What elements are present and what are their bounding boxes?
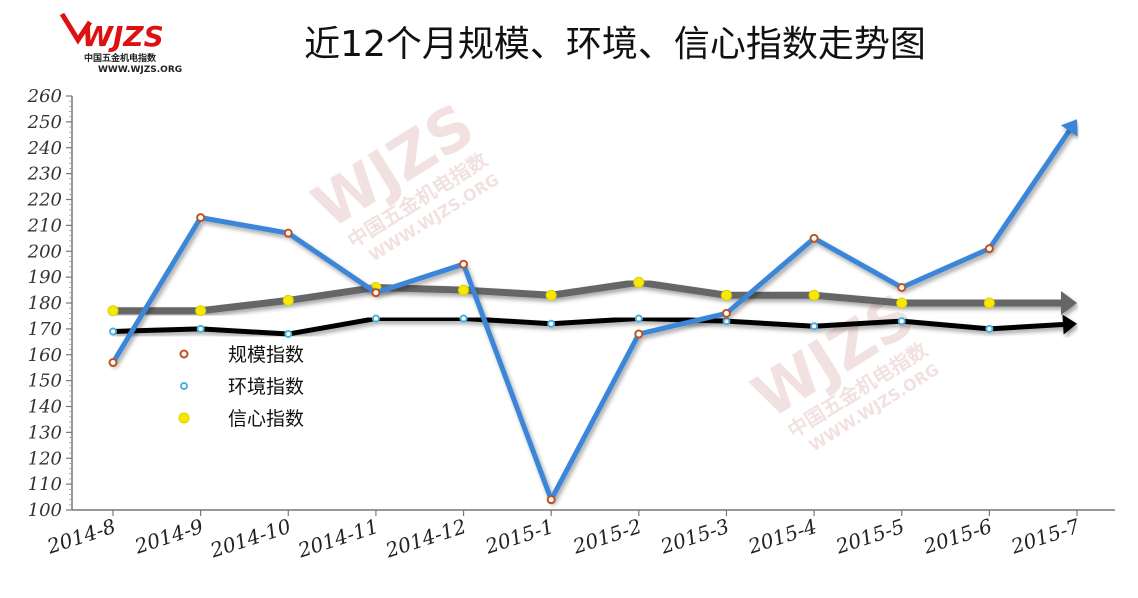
point-environment	[985, 324, 994, 333]
watermark-1: WJZS 中国五金机电指数 WWW.WJZS.ORG	[301, 90, 503, 265]
y-ticks: 100 110 120 130 140 150 160 170 180 190 200 210 220 2…	[27, 86, 72, 521]
y-tick-label: 230	[27, 164, 62, 185]
point-environment	[371, 314, 380, 323]
point-confidence	[458, 284, 470, 296]
point-confidence	[282, 294, 294, 306]
y-tick-label: 180	[28, 293, 62, 314]
x-tick-label: 2015-1	[481, 514, 556, 559]
y-tick-label: 150	[28, 371, 62, 392]
x-tick-label: 2015-4	[744, 514, 819, 559]
point-scale	[897, 282, 907, 292]
point-scale	[721, 308, 731, 318]
legend-label-confidence: 信心指数	[228, 408, 304, 430]
point-environment	[109, 327, 117, 336]
y-tick-label: 250	[27, 112, 62, 133]
point-confidence	[545, 289, 557, 301]
y-tick-label: 260	[27, 86, 62, 107]
y-tick-label: 200	[27, 241, 62, 262]
logo-url: WWW.WJZS.ORG	[98, 65, 182, 75]
point-scale	[196, 213, 206, 223]
x-tick-label: 2015-3	[657, 514, 732, 559]
point-scale	[371, 288, 381, 298]
series-scale	[108, 119, 1078, 505]
legend-item-environment: 环境指数	[158, 376, 304, 398]
point-environment	[196, 324, 205, 333]
series-arrow-scale	[1060, 119, 1078, 137]
y-tick-label: 240	[27, 138, 62, 159]
x-tick-label: 2014-12	[382, 514, 469, 563]
point-scale	[459, 259, 469, 269]
point-scale	[546, 495, 556, 505]
logo-arrow-icon	[59, 12, 93, 45]
x-tick-label: 2015-7	[1007, 514, 1083, 559]
point-confidence	[107, 305, 119, 317]
legend-item-confidence: 信心指数	[158, 408, 304, 430]
x-tick-label: 2014-9	[131, 514, 207, 559]
x-tick-label: 2015-6	[920, 514, 996, 559]
watermark-2: WJZS 中国五金机电指数 WWW.WJZS.ORG	[741, 280, 943, 455]
y-tick-label: 120	[28, 448, 62, 469]
point-environment	[897, 317, 906, 326]
series-layer	[107, 119, 1078, 505]
series-confidence	[107, 276, 1077, 317]
point-environment	[284, 330, 293, 339]
series-environment	[109, 314, 1077, 339]
series-line-confidence	[109, 278, 1067, 315]
x-tick-label: 2015-5	[832, 514, 907, 559]
logo: WJZS 中国五金机电指数 WWW.WJZS.ORG	[59, 12, 182, 75]
y-tick-label: 190	[28, 267, 62, 288]
point-confidence	[983, 297, 995, 309]
point-scale	[108, 358, 118, 368]
point-scale	[809, 233, 819, 243]
point-environment	[634, 314, 643, 323]
chart-title: 近12个月规模、环境、信心指数走势图	[304, 24, 926, 65]
point-scale	[283, 228, 293, 238]
series-arrow-confidence	[1061, 291, 1077, 315]
legend: 规模指数 环境指数 信心指数	[158, 344, 304, 430]
point-scale	[984, 244, 994, 254]
point-environment	[722, 317, 731, 326]
y-tick-label: 110	[28, 474, 62, 495]
point-confidence	[896, 297, 908, 309]
series-arrow-environment	[1062, 314, 1077, 335]
point-environment	[459, 314, 468, 323]
y-tick-label: 170	[28, 319, 62, 340]
point-scale	[634, 329, 644, 339]
y-tick-label: 160	[28, 345, 62, 366]
point-environment	[547, 319, 556, 328]
y-tick-label: 100	[28, 500, 62, 521]
x-ticks: 2014-8 2014-9 2014-10 2014-11 2014-12 2015-1 2…	[43, 510, 1083, 563]
point-confidence	[195, 305, 207, 317]
y-tick-label: 140	[28, 397, 62, 418]
legend-label-scale: 规模指数	[228, 344, 304, 366]
point-confidence	[633, 276, 645, 288]
y-tick-label: 220	[27, 190, 62, 211]
legend-item-scale: 规模指数	[158, 344, 304, 366]
logo-mark: WJZS	[82, 20, 164, 53]
point-confidence	[720, 289, 732, 301]
legend-label-environment: 环境指数	[228, 376, 304, 398]
point-confidence	[808, 289, 820, 301]
x-tick-label: 2015-2	[569, 514, 644, 559]
y-tick-label: 210	[27, 215, 62, 236]
logo-name: 中国五金机电指数	[84, 52, 157, 64]
point-environment	[810, 322, 819, 331]
x-tick-label: 2014-10	[206, 514, 294, 563]
series-line-environment	[110, 316, 1068, 337]
x-tick-label: 2014-11	[294, 514, 381, 563]
series-line-scale	[110, 126, 1073, 503]
y-tick-label: 130	[28, 422, 62, 443]
